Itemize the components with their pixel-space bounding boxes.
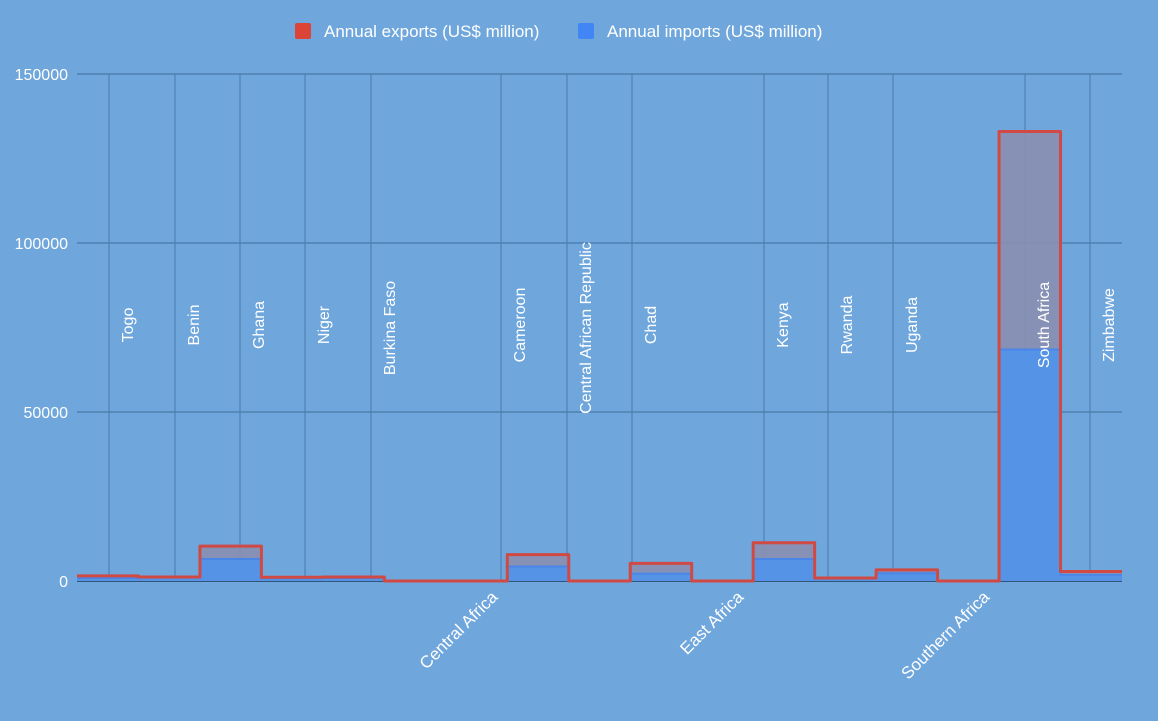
country-label: Niger (316, 305, 333, 344)
y-tick-label: 100000 (15, 236, 68, 253)
x-tick-label: East Africa (676, 587, 747, 658)
y-tick-label: 150000 (15, 67, 68, 84)
legend-swatch (578, 23, 594, 39)
legend-label: Annual imports (US$ million) (607, 22, 822, 41)
country-label: Central African Republic (578, 242, 595, 414)
line-exports (77, 129, 1122, 583)
country-label: Burkina Faso (382, 281, 399, 375)
country-label: Ghana (251, 301, 268, 349)
x-tick-label: Central Africa (416, 587, 502, 673)
country-label: Chad (643, 306, 660, 344)
y-tick-label: 50000 (24, 405, 69, 422)
x-tick-label: Southern Africa (898, 587, 994, 683)
legend-label: Annual exports (US$ million) (324, 22, 539, 41)
legend-swatch (295, 23, 311, 39)
area-imports (77, 349, 1122, 581)
country-label: Rwanda (839, 296, 856, 355)
country-label: Togo (120, 308, 137, 343)
country-label: Cameroon (512, 288, 529, 363)
country-label: Zimbabwe (1101, 288, 1118, 362)
country-label: Uganda (904, 297, 921, 353)
country-label: Kenya (775, 302, 792, 347)
country-label: Benin (186, 305, 203, 346)
area-exports (77, 131, 1122, 581)
country-label: South Africa (1036, 282, 1053, 368)
y-tick-label: 0 (59, 574, 68, 591)
